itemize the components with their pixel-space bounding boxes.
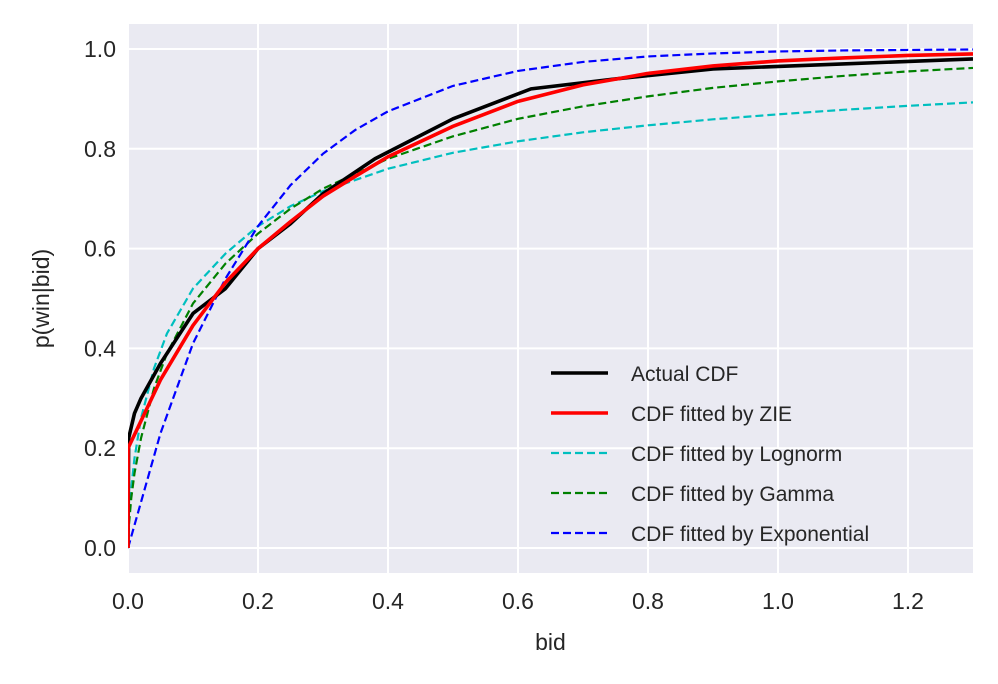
y-tick-label: 0.6 xyxy=(84,236,116,262)
y-tick-label: 0.0 xyxy=(84,535,116,561)
legend-label-3: CDF fitted by Gamma xyxy=(631,483,834,506)
x-tick-label: 1.0 xyxy=(762,588,794,614)
y-tick-label: 0.8 xyxy=(84,136,116,162)
y-tick-label: 0.4 xyxy=(84,335,116,361)
series-line-1 xyxy=(128,52,973,549)
x-tick-label: 0.8 xyxy=(632,588,664,614)
y-tick-label: 1.0 xyxy=(84,36,116,62)
x-axis-ticks: 0.0 0.2 0.4 0.6 0.8 1.0 1.2 xyxy=(112,588,924,614)
legend-label-4: CDF fitted by Exponential xyxy=(631,523,869,546)
x-tick-label: 0.2 xyxy=(242,588,274,614)
series-lines xyxy=(128,48,973,549)
y-axis-label: p(win|bid) xyxy=(28,249,54,348)
x-axis-label: bid xyxy=(535,629,566,655)
x-tick-label: 0.4 xyxy=(372,588,404,614)
y-tick-label: 0.2 xyxy=(84,435,116,461)
series-line-4 xyxy=(128,48,973,549)
series-line-3 xyxy=(128,66,973,549)
y-axis-ticks: 0.0 0.2 0.4 0.6 0.8 1.0 xyxy=(84,36,116,561)
series-line-2 xyxy=(128,101,973,549)
legend-label-0: Actual CDF xyxy=(631,363,738,386)
grid-lines xyxy=(127,24,973,573)
legend-label-2: CDF fitted by Lognorm xyxy=(631,443,842,466)
legend: Actual CDF CDF fitted by ZIE CDF fitted by… xyxy=(551,363,869,546)
x-tick-label: 0.0 xyxy=(112,588,144,614)
x-tick-label: 0.6 xyxy=(502,588,534,614)
legend-label-1: CDF fitted by ZIE xyxy=(631,403,792,426)
x-tick-label: 1.2 xyxy=(892,588,924,614)
plot-background xyxy=(128,24,973,573)
